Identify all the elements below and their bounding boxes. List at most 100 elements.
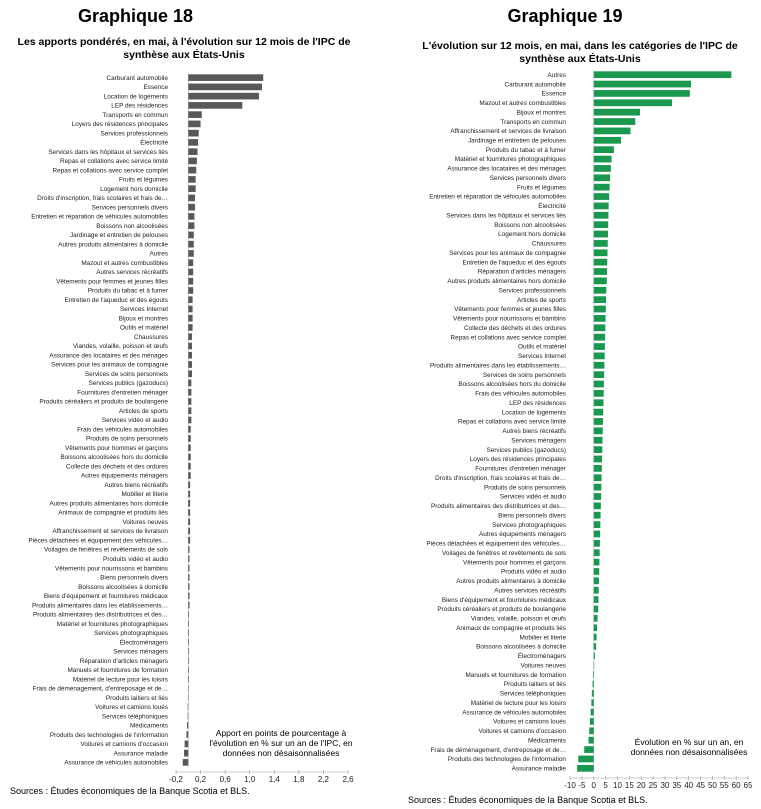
category-label: Services professionnels (499, 287, 567, 294)
category-label: Mobilier et literie (519, 634, 566, 641)
category-label: Articles de sports (119, 408, 168, 415)
bar (577, 764, 594, 772)
x-tick-label: 65 (744, 781, 753, 790)
category-label: Mazout et autres combustibles (81, 260, 168, 267)
bar (593, 474, 602, 482)
bar (593, 80, 692, 88)
bar (589, 727, 594, 735)
bar (188, 361, 192, 368)
category-label: Repas et collations avec service limité (458, 419, 566, 426)
bar (182, 759, 189, 766)
category-label: Boissons non alcoolisées (96, 223, 168, 230)
category-label: Affranchissement et services de livraiso… (52, 528, 168, 535)
category-label: Chaussures (134, 334, 168, 341)
bar (188, 509, 191, 516)
category-label: Logement hors domicile (498, 231, 566, 238)
category-label: Logement hors domicile (100, 186, 168, 193)
bar (188, 111, 202, 118)
x-tick-label: 45 (696, 781, 705, 790)
bar (593, 614, 598, 622)
bar (593, 90, 690, 97)
category-label: Voitures et camions loués (493, 719, 566, 726)
bar (593, 240, 608, 247)
category-label: Services pour les animaux de compagnie (449, 250, 566, 257)
category-label: Repas et collations avec service limité (60, 158, 168, 165)
chart-heading: Graphique 18 (78, 6, 194, 26)
bar (188, 536, 191, 544)
bar (593, 230, 608, 238)
category-label: Assurance des locataires et des ménages (447, 166, 566, 173)
bar (593, 146, 614, 154)
category-label: Animaux de compagnie et produits liés (456, 625, 566, 632)
bar (593, 418, 603, 425)
category-label: Services personnels divers (490, 175, 566, 182)
chart-title: Les apports pondérés, en mai, à l'évolut… (17, 36, 351, 61)
category-label: Biens d'équipement et fournitures médica… (44, 593, 169, 600)
category-label: Mobilier et literie (121, 491, 168, 498)
category-label: Repas et collations avec service complet (451, 334, 567, 341)
category-label: Carburant automobile (107, 75, 169, 82)
bar (593, 315, 606, 322)
bar (593, 511, 601, 519)
category-label: Services dans les hôpitaux et services l… (48, 149, 168, 156)
bar (593, 174, 611, 182)
category-label: Chaussures (532, 241, 566, 248)
bar (593, 643, 597, 650)
category-label: Mazout et autres combustibles (479, 100, 566, 107)
category-label: Assurance maladie (114, 750, 169, 757)
category-label: Animaux de compagnie et produits liés (58, 510, 168, 517)
category-label: Assurance maladie (512, 766, 567, 773)
bar (590, 708, 594, 716)
bar (184, 740, 189, 748)
bar (188, 157, 197, 165)
bar (593, 296, 607, 304)
bar (188, 222, 195, 230)
category-label: Produits alimentaires des distributrices… (431, 503, 566, 510)
bar (188, 573, 190, 581)
bar (188, 129, 199, 137)
x-tick-label: -0,2 (169, 775, 183, 784)
bar (188, 407, 192, 415)
bar (188, 342, 192, 350)
bar (188, 518, 191, 526)
category-label: Produits du tabac et à fumer (88, 288, 169, 295)
category-label: Jardinage et entretien de pelouses (70, 232, 168, 239)
category-label: Voitures neuves (521, 662, 566, 669)
x-tick-label: 30 (660, 781, 669, 790)
category-label: Repas et collations avec service complet (53, 167, 169, 174)
bar (593, 268, 608, 275)
bar (593, 652, 595, 660)
category-label: Électroménagers (518, 651, 566, 660)
bar (593, 596, 599, 603)
category-label: Assurance de véhicules automobiles (462, 709, 566, 716)
bar (188, 620, 189, 627)
bar (188, 388, 192, 396)
bar (188, 435, 191, 442)
bar (187, 722, 189, 729)
category-label: Pièces détachées et équipement des véhic… (426, 541, 566, 548)
bar (188, 139, 199, 146)
category-label: Boissons alcoolisées hors du domicile (458, 381, 566, 388)
category-label: Outils et matériel (120, 325, 168, 332)
category-label: Produits de soins personnels (86, 436, 168, 443)
bar (188, 425, 191, 433)
bar (593, 464, 602, 472)
bar (593, 530, 601, 538)
category-label: Frais des véhicules automobiles (475, 391, 566, 398)
bar (593, 221, 609, 229)
x-tick-label: 40 (684, 781, 693, 790)
category-label: Services photographiques (492, 522, 566, 529)
category-label: Loyers des résidences principales (470, 456, 566, 463)
bar (188, 166, 197, 174)
category-label: Autres équipements ménagers (479, 531, 566, 538)
bar (188, 185, 196, 192)
category-label: Location de logements (502, 409, 566, 416)
bar (593, 399, 604, 407)
x-tick-label: 0,6 (220, 775, 232, 784)
category-label: Services pour les animaux de compagnie (51, 362, 168, 369)
bar (593, 118, 636, 125)
x-tick-label: 15 (625, 781, 634, 790)
category-label: Médicaments (528, 737, 566, 744)
bar (593, 211, 609, 219)
category-label: Produits des technologies de l'informati… (50, 732, 169, 739)
